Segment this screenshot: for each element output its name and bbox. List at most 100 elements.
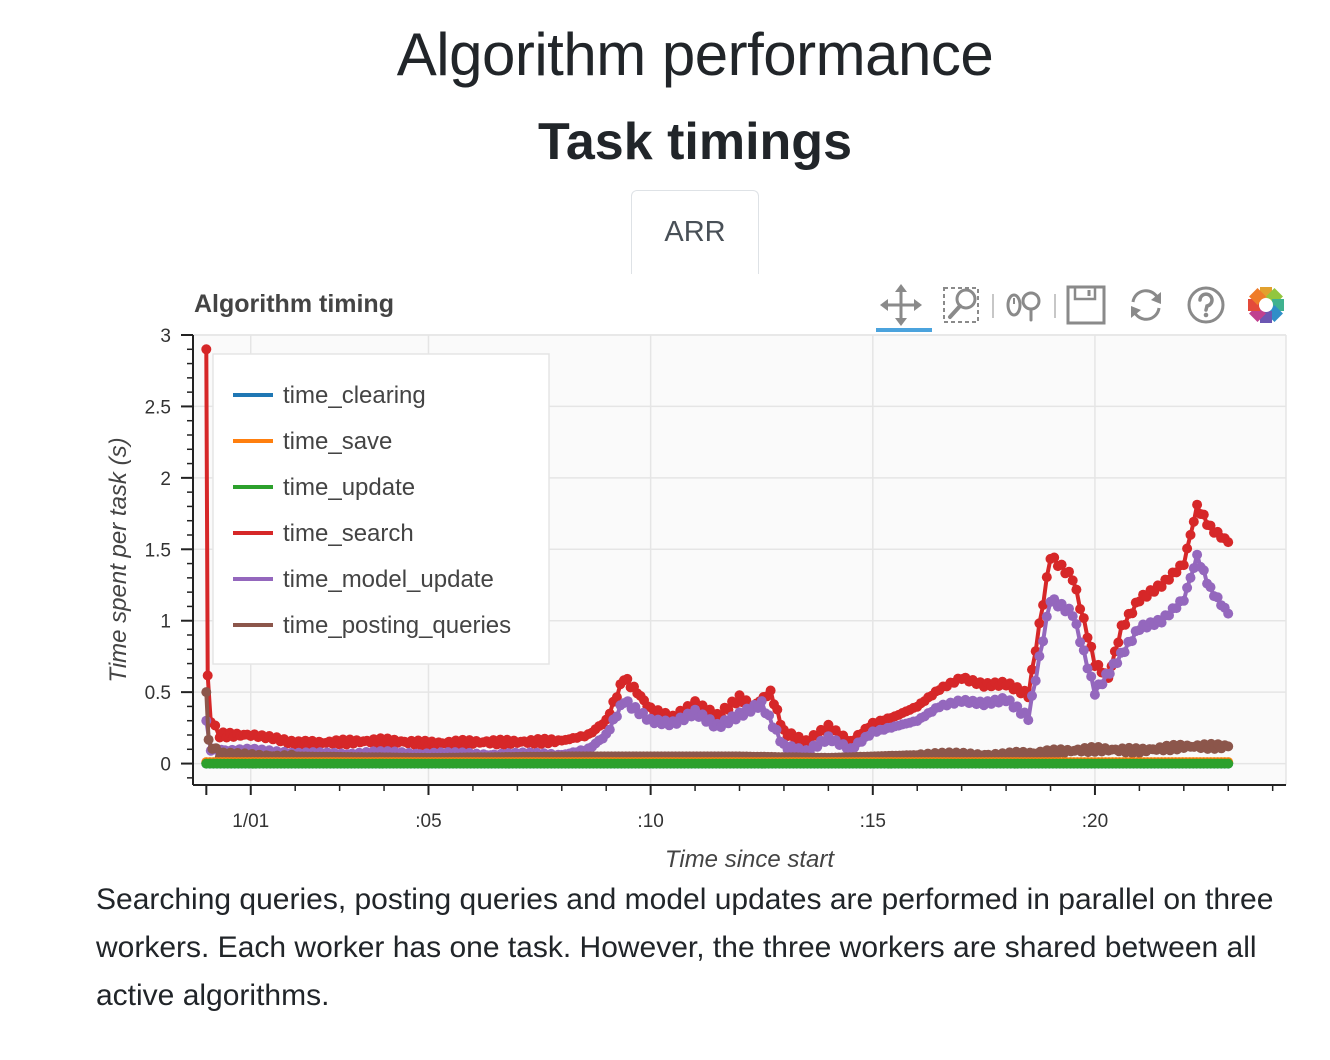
series-time-update	[201, 758, 1234, 769]
data-point	[1012, 701, 1023, 712]
data-point	[1182, 582, 1193, 593]
x-tick-label: :10	[637, 811, 663, 832]
data-point	[622, 696, 633, 707]
data-point	[1082, 663, 1093, 674]
x-tick-label: 1/01	[232, 811, 269, 832]
legend-label: time_posting_queries	[283, 612, 511, 639]
y-tick-label: 0.5	[145, 683, 171, 704]
data-point	[611, 711, 622, 722]
data-point	[1097, 679, 1108, 690]
chart-title: Algorithm timing	[194, 290, 394, 318]
data-point	[1127, 636, 1137, 647]
legend-label: time_update	[283, 474, 415, 501]
data-point	[1071, 584, 1082, 595]
help-icon[interactable]	[1183, 282, 1229, 328]
data-point	[697, 709, 708, 720]
data-point	[622, 673, 633, 684]
data-point	[211, 743, 221, 754]
description-text: Searching queries, posting queries and m…	[96, 883, 1274, 1012]
data-point	[1188, 516, 1199, 527]
wheel-zoom-icon[interactable]	[1001, 282, 1047, 328]
data-point	[1089, 689, 1100, 700]
data-point	[1223, 758, 1234, 769]
data-point	[1185, 529, 1196, 540]
data-point	[1078, 645, 1089, 656]
data-point	[1113, 637, 1124, 648]
data-point	[772, 704, 783, 715]
data-point	[1192, 549, 1203, 560]
data-point	[1027, 690, 1037, 701]
data-point	[1198, 565, 1209, 576]
tab-arr[interactable]: ARR	[631, 190, 759, 274]
data-point	[1075, 637, 1086, 648]
y-tick-label: 2.5	[145, 397, 171, 418]
data-point	[1078, 613, 1089, 624]
data-point	[1075, 604, 1086, 614]
legend-box	[212, 353, 550, 665]
data-point	[1041, 572, 1052, 583]
page-subtitle: Task timings	[537, 113, 852, 171]
data-point	[210, 720, 221, 731]
data-point	[203, 734, 214, 745]
data-point	[1067, 611, 1078, 622]
data-point	[1038, 636, 1049, 647]
x-tick-label: :15	[860, 811, 886, 832]
data-point	[1049, 594, 1060, 605]
data-point	[1086, 641, 1097, 652]
data-point	[704, 714, 715, 725]
data-point	[1212, 592, 1223, 603]
y-tick-label: 2	[160, 469, 171, 490]
y-tick-label: 3	[160, 326, 171, 347]
data-point	[1056, 598, 1067, 609]
data-point	[1104, 668, 1115, 679]
data-point	[1185, 572, 1196, 583]
data-point	[1067, 575, 1078, 586]
data-point	[771, 724, 782, 735]
x-tick-label: :20	[1082, 811, 1108, 832]
pan-icon[interactable]	[878, 282, 924, 328]
bokeh-logo-icon[interactable]	[1243, 282, 1289, 328]
data-point	[1198, 509, 1209, 520]
save-icon[interactable]	[1063, 282, 1109, 328]
data-point	[1223, 608, 1234, 619]
box-zoom-icon[interactable]	[940, 282, 986, 328]
data-point	[1119, 647, 1130, 658]
data-point	[1041, 611, 1052, 622]
data-point	[1127, 608, 1138, 619]
data-point	[1178, 560, 1189, 571]
active-tool-indicator	[876, 328, 932, 332]
legend-label: time_search	[283, 520, 414, 547]
data-point	[1034, 618, 1045, 629]
data-point	[1112, 658, 1123, 669]
data-point	[1056, 559, 1067, 570]
data-point	[1086, 671, 1097, 682]
data-point	[756, 696, 767, 707]
data-point	[1027, 664, 1037, 675]
data-point	[1023, 715, 1034, 726]
legend-label: time_model_update	[283, 566, 494, 593]
reset-icon[interactable]	[1123, 282, 1169, 328]
data-point	[764, 710, 775, 721]
y-tick-label: 0	[160, 755, 171, 776]
data-point	[1030, 675, 1041, 686]
data-point	[1223, 741, 1234, 752]
data-point	[1034, 651, 1045, 662]
y-axis-label: Time spent per task (s)	[105, 437, 132, 682]
data-point	[1019, 707, 1030, 718]
y-tick-label: 1	[160, 612, 171, 633]
legend: time_clearing time_save time_update time_se…	[212, 353, 550, 665]
data-point	[202, 670, 213, 681]
chart-canvas[interactable]: 0 0.5 1 1.5 2 2.5 3 1/01:05:10:15:20 Time since …	[0, 0, 1330, 880]
legend-label: time_save	[283, 428, 392, 455]
data-point	[1192, 499, 1203, 510]
y-tick-label: 1.5	[145, 540, 171, 561]
page-title: Algorithm performance	[396, 21, 994, 88]
data-point	[201, 344, 212, 355]
data-point	[1223, 537, 1234, 548]
data-point	[1205, 582, 1216, 593]
x-tick-label: :05	[415, 811, 441, 832]
data-point	[1082, 632, 1093, 643]
data-point	[611, 692, 622, 703]
data-point	[1049, 552, 1060, 563]
data-point	[1120, 619, 1131, 630]
